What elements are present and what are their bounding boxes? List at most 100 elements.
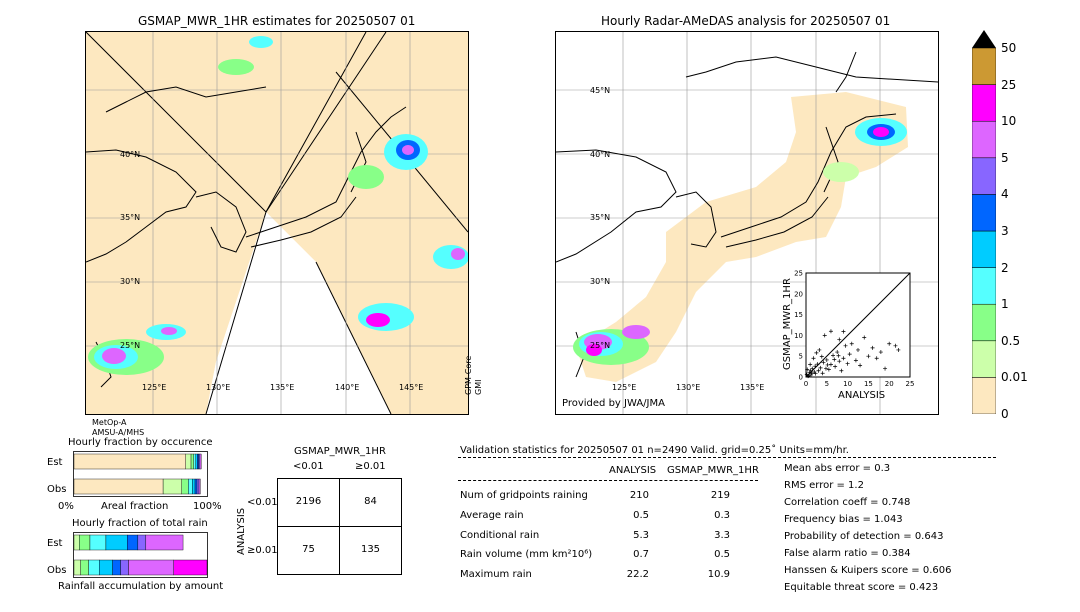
colorbar-segment: [971, 230, 997, 268]
scatter-point: [824, 357, 829, 362]
right-lat-label: 35°N: [590, 213, 611, 222]
scatter-x-tick: 15: [864, 380, 873, 388]
scatter-point: [822, 333, 827, 338]
fraction-segment: [73, 453, 186, 470]
left-lon-label: 135°E: [270, 383, 295, 392]
fraction-segment: [112, 559, 121, 576]
stat-row-label: Average rain: [460, 510, 524, 521]
fraction-segment: [73, 478, 164, 495]
score-line: False alarm ratio = 0.384: [784, 548, 911, 559]
scatter-point: [821, 360, 826, 365]
fraction-axis-right: 100%: [193, 501, 222, 512]
scatter-inset: 0 0 5 5 10 10 15 15 20 20 25 25: [782, 269, 922, 409]
scatter-point: [805, 367, 810, 372]
scatter-point: [837, 359, 842, 364]
scatter-point: [887, 341, 892, 346]
fraction-segment: [193, 453, 196, 470]
stat-row-gsmap: 3.3: [714, 530, 730, 541]
contingency-table: 2196 84 75 135: [277, 478, 402, 575]
sensor-label: MetOp-A: [92, 418, 127, 427]
scatter-y-tick: 0: [799, 374, 803, 382]
left-map-title: GSMAP_MWR_1HR estimates for 20250507 01: [138, 14, 416, 28]
fraction-axis-left: 0%: [58, 501, 74, 512]
fraction-total-footer: Rainfall accumulation by amount: [58, 581, 224, 592]
scatter-point: [853, 358, 858, 363]
validation-col-gsmap: GSMAP_MWR_1HR: [667, 465, 759, 476]
fraction-segment: [198, 478, 201, 495]
left-map: 40°N 35°N 30°N 25°N 125°E 130°E 135°E 14…: [85, 31, 469, 415]
score-line: Probability of detection = 0.643: [784, 531, 944, 542]
scatter-point: [815, 362, 820, 367]
contingency-col-1: <0.01: [293, 461, 324, 472]
fraction-axis-mid: Areal fraction: [101, 501, 169, 512]
scatter-svg: 00 5 5 10 10 15 15 20 20 25 25: [794, 270, 915, 389]
provided-by-label: Provided by JWA/JMA: [562, 398, 665, 409]
right-lat-label: 25°N: [590, 341, 611, 350]
fraction-segment: [128, 559, 174, 576]
scatter-point: [808, 368, 813, 373]
stat-row-analysis: 22.2: [626, 569, 649, 580]
fraction-segment: [79, 534, 91, 551]
scatter-point: [819, 354, 824, 359]
scatter-x-tick: 0: [804, 380, 808, 388]
stat-row-analysis: 210: [629, 490, 649, 501]
fraction-segment: [195, 453, 198, 470]
score-line: Hanssen & Kuipers score = 0.606: [784, 565, 952, 576]
colorbar-segment: [971, 303, 997, 342]
left-lat-label: 25°N: [120, 341, 141, 350]
stat-row-gsmap: 0.3: [714, 510, 730, 521]
fraction-segment: [185, 453, 192, 470]
scatter-point: [843, 343, 848, 348]
scatter-point: [828, 329, 833, 334]
colorbar-tick-label: 50: [1001, 41, 1017, 55]
right-map-title: Hourly Radar-AMeDAS analysis for 2025050…: [601, 14, 891, 28]
contingency-cell: 135: [360, 544, 381, 555]
fraction-total-obs-label: Obs: [47, 565, 67, 576]
colorbar-segment: [971, 194, 997, 232]
left-lat-label: 40°N: [120, 150, 141, 159]
stat-row-gsmap: 10.9: [707, 569, 730, 580]
scatter-y-tick: 20: [794, 290, 803, 298]
fraction-frame: [73, 532, 208, 578]
validation-header: Validation statistics for 20250507 01 n=…: [460, 445, 849, 456]
colorbar-segment: [971, 157, 997, 195]
score-line: Mean abs error = 0.3: [784, 463, 891, 474]
fraction-segment: [120, 559, 129, 576]
colorbar-tick-label: 25: [1001, 77, 1017, 92]
left-lon-label: 140°E: [335, 383, 360, 392]
fraction-segment: [192, 478, 196, 495]
scatter-point: [814, 350, 819, 355]
scatter-point: [836, 353, 841, 358]
colorbar-svg: [971, 30, 997, 415]
scatter-x-tick: 25: [906, 380, 915, 388]
scatter-point: [826, 367, 831, 372]
fraction-obs-label: Obs: [47, 484, 67, 495]
stat-row-gsmap: 0.5: [714, 549, 730, 560]
scatter-point: [825, 362, 830, 367]
scatter-x-tick: 10: [843, 380, 852, 388]
scatter-point: [845, 361, 850, 366]
fraction-segment: [196, 478, 200, 495]
stat-row-label: Conditional rain: [460, 530, 540, 541]
stat-row-analysis: 0.7: [633, 549, 649, 560]
right-lon-label: 125°E: [612, 383, 637, 392]
fraction-est-label: Est: [47, 457, 63, 468]
scatter-point: [818, 365, 823, 370]
fraction-segment: [88, 559, 100, 576]
left-lat-label: 35°N: [120, 213, 141, 222]
scatter-point: [837, 337, 842, 342]
contingency-col-2: ≥0.01: [355, 461, 386, 472]
colorbar-tick-label: 5: [1001, 150, 1009, 165]
contingency-row-2: ≥0.01: [247, 545, 278, 556]
right-map-canvas: [556, 32, 938, 414]
left-map-canvas: [86, 32, 468, 414]
scatter-point: [856, 347, 860, 352]
scatter-point: [823, 366, 828, 371]
scatter-point: [896, 347, 901, 352]
fraction-frame: [73, 451, 208, 497]
sensor-label: AMSU-A/MHS: [92, 428, 145, 437]
occ-svg: [73, 451, 208, 497]
score-line: Equitable threat score = 0.423: [784, 582, 939, 593]
scatter-point: [833, 364, 838, 369]
fraction-segment: [80, 559, 89, 576]
